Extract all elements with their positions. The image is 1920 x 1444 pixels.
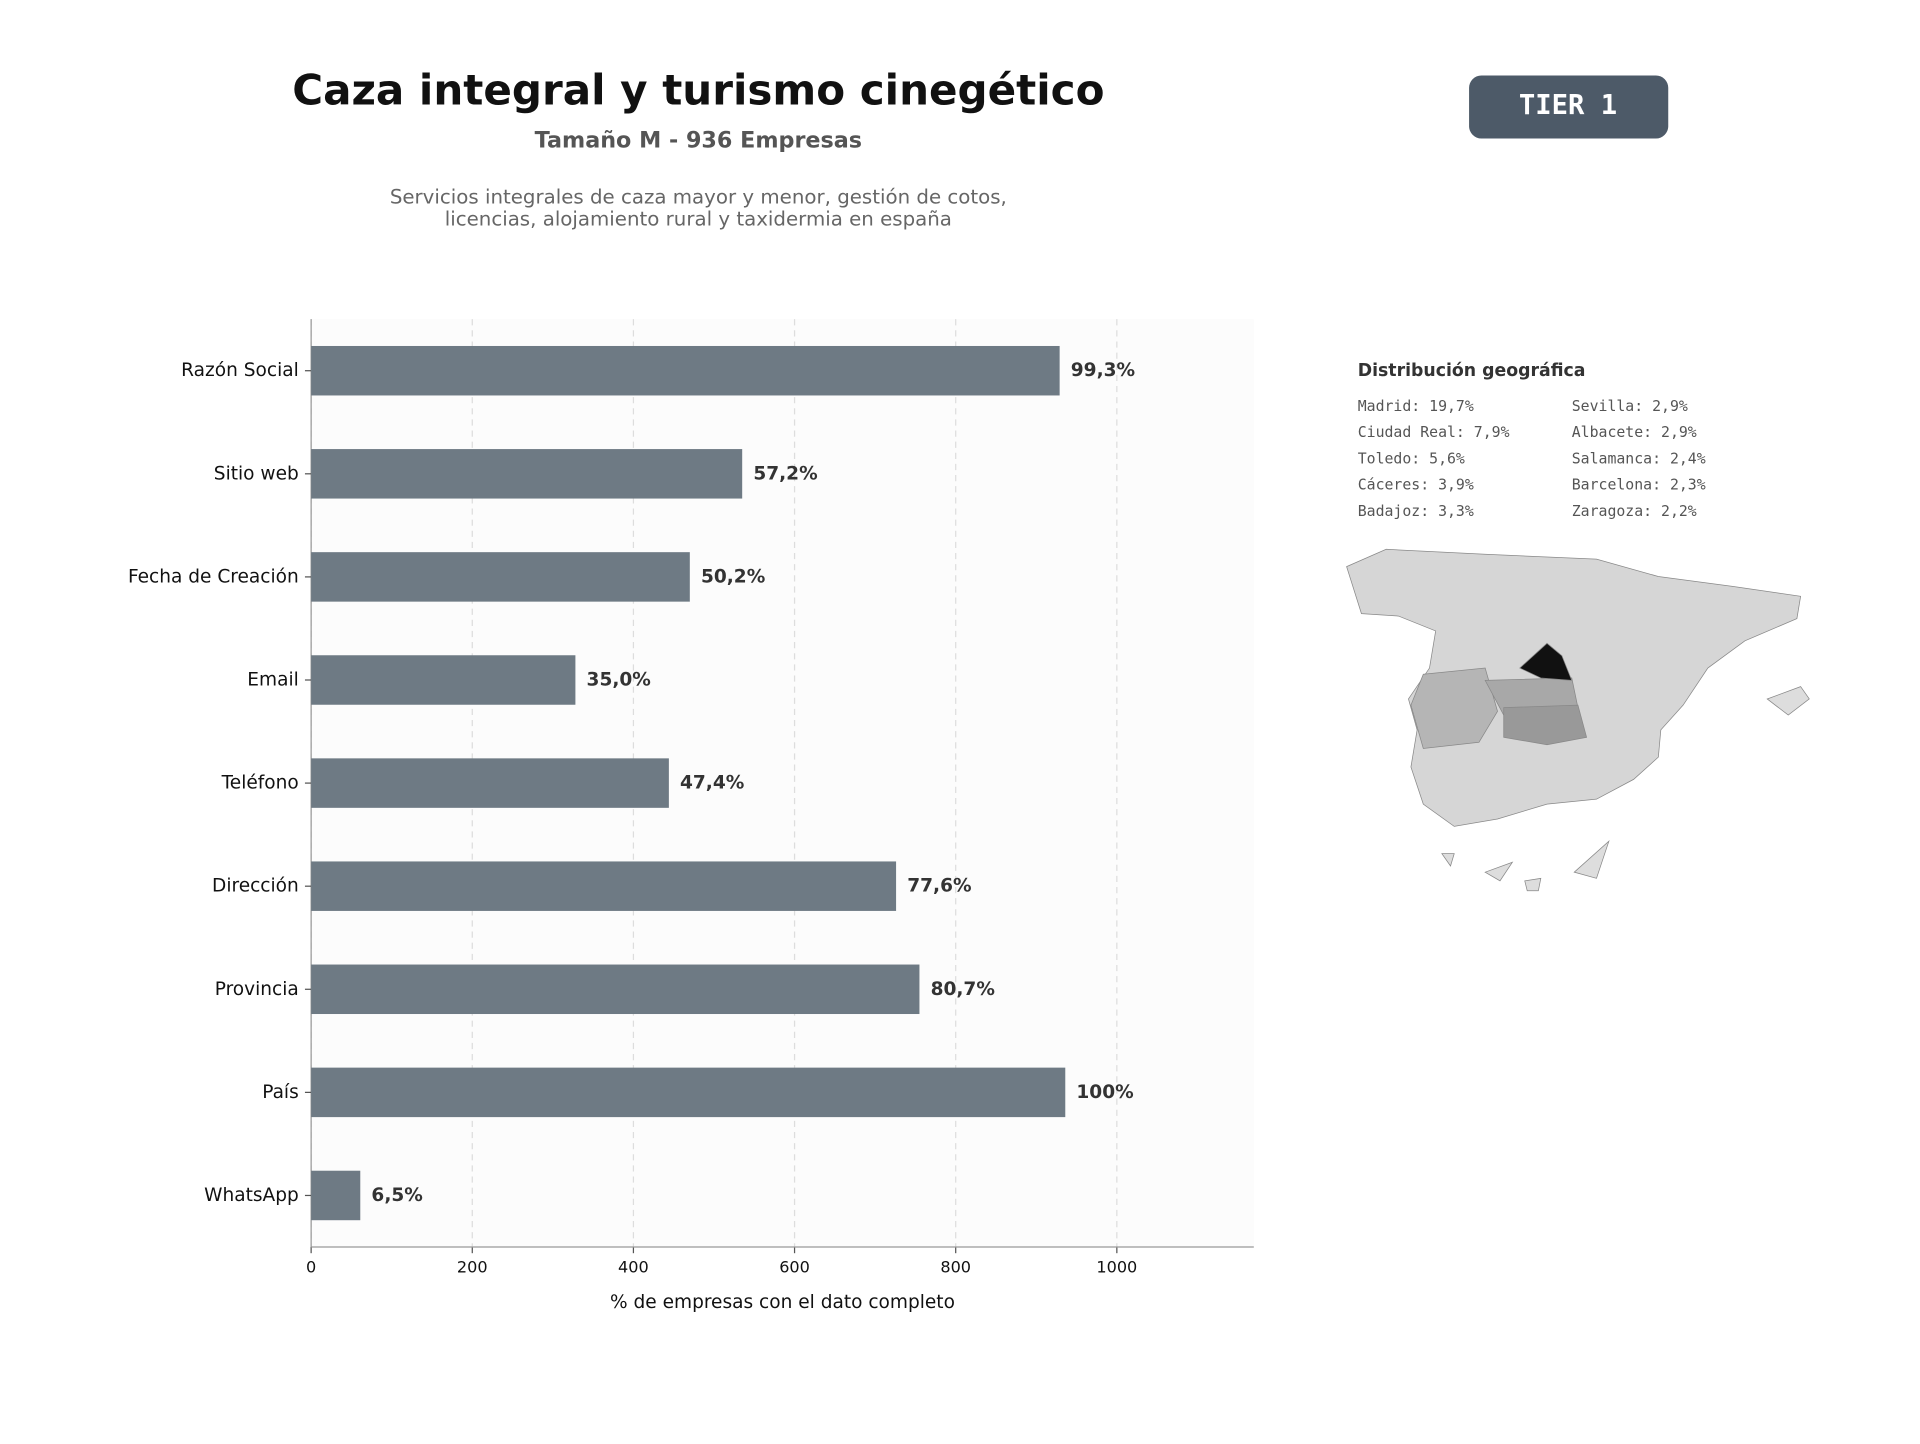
map-region — [1410, 667, 1498, 749]
value-label: 99,3% — [1071, 360, 1135, 381]
y-tick-label: Sitio web — [214, 463, 299, 484]
value-label: 50,2% — [701, 566, 765, 587]
description: licencias, alojamiento rural y taxidermi… — [445, 208, 952, 231]
chart-title: Caza integral y turismo cinegético — [292, 65, 1104, 114]
map — [1346, 548, 1810, 892]
geo-entry: Ciudad Real: 7,9% — [1358, 424, 1510, 441]
bar — [311, 449, 743, 499]
geo-title: Distribución geográfica — [1358, 361, 1586, 381]
chart-subtitle: Tamaño M - 936 Empresas — [535, 128, 862, 154]
value-label: 77,6% — [907, 876, 971, 897]
x-tick-label: 0 — [306, 1258, 316, 1277]
badge — [1469, 75, 1669, 139]
x-tick-label: 1000 — [1096, 1258, 1137, 1277]
bar — [311, 861, 897, 911]
y-tick-label: Teléfono — [221, 773, 299, 794]
map-island — [1766, 686, 1810, 716]
value-label: 47,4% — [680, 773, 744, 794]
geo-entry: Cáceres: 3,9% — [1358, 477, 1474, 494]
y-tick-label: Dirección — [212, 876, 299, 897]
geo-entry: Zaragoza: 2,2% — [1572, 503, 1697, 520]
x-tick-label: 400 — [618, 1258, 649, 1277]
map-island — [1441, 840, 1610, 892]
value-label: 6,5% — [371, 1185, 422, 1206]
y-tick-label: Provincia — [215, 979, 299, 1000]
bar — [311, 758, 669, 808]
badge-text: TIER 1 — [1519, 90, 1617, 121]
geo-entry: Albacete: 2,9% — [1572, 424, 1697, 441]
map-region — [1519, 642, 1573, 681]
geo-entry: Sevilla: 2,9% — [1572, 398, 1688, 415]
y-tick-label: Razón Social — [181, 360, 299, 381]
bar — [311, 655, 576, 705]
y-tick-label: Email — [247, 670, 298, 691]
map-region — [1503, 704, 1588, 746]
geo-entry: Toledo: 5,6% — [1358, 450, 1465, 467]
x-tick-label: 200 — [457, 1258, 488, 1277]
geo-entry: Barcelona: 2,3% — [1572, 477, 1706, 494]
value-label: 35,0% — [587, 670, 651, 691]
y-tick-label: WhatsApp — [204, 1185, 299, 1206]
value-label: 100% — [1076, 1082, 1133, 1103]
y-tick-label: País — [262, 1082, 299, 1103]
y-tick-label: Fecha de Creación — [128, 566, 299, 587]
bar — [311, 1067, 1066, 1118]
geo-entry: Salamanca: 2,4% — [1572, 450, 1706, 467]
bar — [311, 552, 690, 602]
bar — [311, 1170, 361, 1221]
value-label: 57,2% — [753, 463, 817, 484]
bar — [311, 964, 920, 1015]
x-tick-label: 600 — [779, 1258, 810, 1277]
geo-entry: Badajoz: 3,3% — [1358, 503, 1474, 520]
x-tick-label: 800 — [940, 1258, 971, 1277]
bar — [311, 345, 1060, 396]
value-label: 80,7% — [931, 979, 995, 1000]
description: Servicios integrales de caza mayor y men… — [390, 185, 1007, 208]
geo-entry: Madrid: 19,7% — [1358, 398, 1474, 415]
x-axis-label: % de empresas con el dato completo — [610, 1292, 955, 1313]
